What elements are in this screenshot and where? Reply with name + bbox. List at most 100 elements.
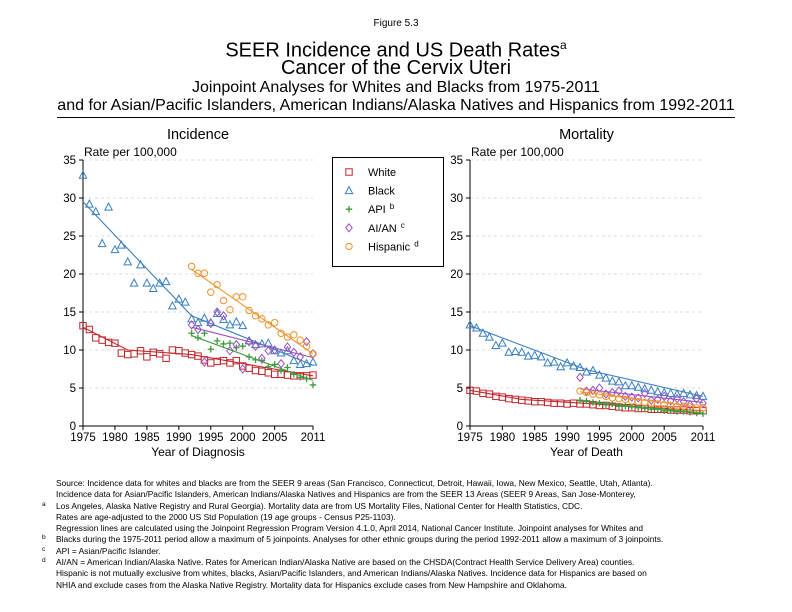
- incidence-point-aian: [289, 347, 298, 358]
- mortality-point-black: [581, 366, 592, 376]
- mortality-point-black: [523, 351, 533, 360]
- incidence-point-hispanic: [283, 333, 292, 341]
- incidence-point-white: [143, 353, 151, 361]
- incidence-point-api: [290, 371, 298, 378]
- footnote-mark: d: [42, 557, 46, 565]
- chart-subtitle-line2: and for Asian/Pacific Islanders, America…: [57, 97, 735, 114]
- legend-marker-black: [344, 185, 354, 195]
- incidence-point-aian: [245, 336, 253, 347]
- incidence-point-api: [252, 356, 259, 364]
- incidence-point-api: [271, 361, 278, 368]
- mortality-point-white: [543, 398, 552, 407]
- incidence-point-aian: [283, 342, 292, 352]
- mortality-y-tick-label: 15: [450, 307, 463, 319]
- incidence-point-aian: [219, 310, 228, 321]
- incidence-point-api: [297, 374, 304, 381]
- incidence-point-hispanic: [207, 288, 215, 296]
- mortality-point-black: [575, 362, 585, 371]
- incidence-y-tick-label: 20: [63, 269, 76, 281]
- legend-marker-white: [345, 168, 353, 176]
- incidence-x-tick-label: 2000: [230, 432, 256, 444]
- incidence-point-black: [276, 347, 286, 357]
- incidence-point-aian: [277, 358, 285, 369]
- mortality-point-api: [660, 407, 668, 414]
- incidence-point-api: [303, 375, 310, 383]
- incidence-point-white: [232, 356, 241, 365]
- mortality-x-axis-label: Year of Death: [550, 445, 623, 459]
- mortality-x-tick-label: 2005: [651, 432, 677, 444]
- mortality-point-api: [635, 404, 642, 411]
- mortality-point-black: [504, 347, 514, 356]
- mortality-point-black: [601, 373, 611, 382]
- mortality-point-black: [666, 388, 676, 397]
- mortality-point-aian: [647, 395, 656, 405]
- mortality-point-black: [594, 370, 604, 379]
- footnote-text: Incidence data for Asian/Pacific Islande…: [56, 489, 636, 500]
- incidence-point-aian: [226, 345, 234, 356]
- footnote-text: Hispanic is not mutually exclusive from …: [56, 568, 647, 579]
- incidence-point-white: [136, 347, 145, 355]
- incidence-point-hispanic: [302, 342, 311, 350]
- mortality-point-api: [576, 396, 584, 404]
- incidence-point-black: [123, 256, 133, 266]
- mortality-y-tick-label: 20: [450, 269, 463, 281]
- footnote-line: Rates are age-adjusted to the 2000 US St…: [42, 512, 762, 523]
- incidence-point-hispanic: [219, 296, 228, 305]
- incidence-point-hispanic: [264, 321, 272, 329]
- incidence-point-api: [226, 339, 234, 347]
- mortality-series-black: [465, 319, 708, 400]
- incidence-point-black: [110, 244, 120, 254]
- mortality-trend-line-black: [469, 325, 704, 397]
- mortality-point-black: [556, 361, 566, 371]
- mortality-point-api: [628, 403, 636, 411]
- mortality-point-aian: [621, 391, 630, 402]
- footnote-mark: a: [42, 500, 46, 508]
- mortality-y-tick-label: 25: [450, 231, 463, 243]
- incidence-point-api: [188, 330, 195, 337]
- mortality-point-black: [543, 357, 553, 367]
- mortality-x-tick-label: 1990: [554, 432, 580, 444]
- incidence-x-tick-label: 1995: [198, 432, 224, 444]
- mortality-point-aian: [589, 385, 597, 396]
- incidence-series-aian: [187, 307, 317, 374]
- incidence-x-tick-label: 1990: [166, 432, 192, 444]
- mortality-point-api: [641, 405, 648, 412]
- incidence-point-aian: [238, 364, 247, 374]
- mortality-point-api: [648, 406, 655, 413]
- mortality-point-aian: [660, 391, 669, 402]
- incidence-point-api: [194, 334, 202, 342]
- incidence-point-hispanic: [187, 262, 196, 271]
- incidence-point-aian: [187, 320, 196, 330]
- incidence-point-aian: [200, 357, 209, 367]
- mortality-point-white: [556, 399, 565, 407]
- incidence-y-tick-label: 15: [63, 307, 76, 319]
- incidence-point-black: [219, 314, 229, 324]
- mortality-point-black: [491, 340, 501, 349]
- incidence-point-black: [231, 316, 241, 326]
- mortality-point-black: [588, 365, 598, 375]
- incidence-point-black: [180, 297, 190, 306]
- mortality-y-tick-label: 30: [450, 193, 463, 205]
- incidence-x-tick-label: 1980: [102, 432, 128, 444]
- incidence-point-black: [84, 199, 94, 208]
- footnote-mark: b: [42, 534, 46, 542]
- footnote-text: Los Angeles, Alaska Native Registry and …: [56, 500, 583, 511]
- incidence-point-black: [97, 238, 107, 248]
- mortality-point-aian: [576, 372, 584, 383]
- mortality-point-white: [498, 393, 507, 401]
- footnote-text: Source: Incidence data for whites and bl…: [56, 478, 653, 488]
- mortality-point-black: [484, 332, 494, 341]
- incidence-point-api: [220, 340, 227, 348]
- chart-title-text: SEER Incidence and US Death Rates: [225, 39, 560, 62]
- incidence-point-black: [135, 259, 146, 269]
- footnote-text: AI/AN = American Indian/Alaska Native. R…: [56, 557, 635, 568]
- legend-label-aian: AI/AN c: [368, 221, 405, 235]
- mortality-point-api: [615, 403, 623, 410]
- incidence-point-hispanic: [226, 306, 234, 314]
- incidence-y-tick-label: 30: [63, 193, 76, 205]
- mortality-point-black: [685, 389, 695, 399]
- incidence-point-black: [91, 206, 101, 216]
- incidence-point-hispanic: [200, 269, 209, 277]
- mortality-point-aian: [699, 398, 707, 409]
- mortality-x-tick-label: 1980: [490, 432, 516, 444]
